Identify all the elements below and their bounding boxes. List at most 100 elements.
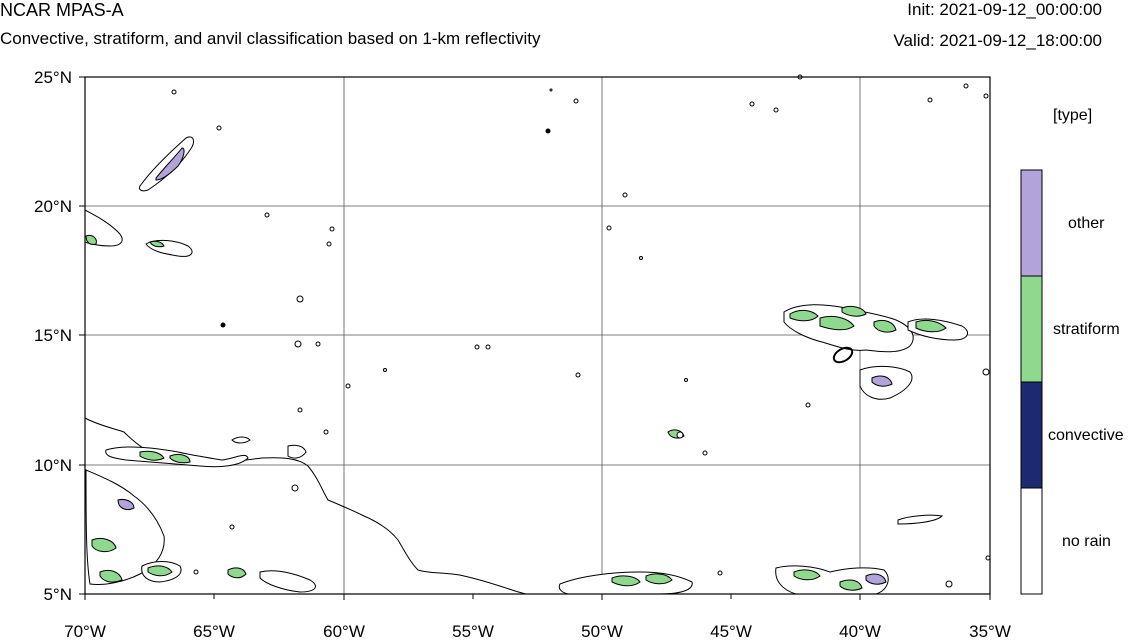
- legend-swatch-no-rain: [1020, 487, 1043, 595]
- rain-cell-other: [117, 499, 135, 511]
- rain-dot: [383, 368, 387, 372]
- valid-value: 2021-09-12_18:00:00: [939, 31, 1102, 50]
- rain-cell-stratiform: [147, 565, 173, 577]
- rain-dot: [216, 125, 222, 131]
- rain-dot: [945, 580, 953, 588]
- plot-description: Convective, stratiform, and anvil classi…: [0, 29, 541, 48]
- rain-cell-other: [865, 573, 887, 585]
- rain-dot: [345, 383, 351, 389]
- legend-swatch-other: [1020, 169, 1043, 277]
- rain-dot: [773, 107, 779, 113]
- rain-dot: [684, 378, 688, 382]
- rain-dot: [193, 569, 199, 575]
- rain-dot: [171, 89, 177, 95]
- rain-dot: [296, 295, 304, 303]
- rain-dot: [220, 322, 226, 328]
- rain-dot: [749, 101, 755, 107]
- lon-tick-label: 65°W: [193, 622, 235, 641]
- rain-dot: [315, 341, 321, 347]
- rain-dot: [229, 524, 235, 530]
- rain-dot: [717, 570, 723, 576]
- rain-dot: [702, 450, 708, 456]
- lat-tick-label: 20°N: [34, 197, 72, 216]
- valid-label: Valid:: [893, 31, 935, 50]
- rain-cell-ring: [832, 346, 854, 364]
- rain-dot: [927, 97, 933, 103]
- rain-cell-other: [139, 136, 194, 192]
- rain-dot: [639, 256, 643, 260]
- rain-cell-stratiform: [139, 450, 165, 461]
- rain-cell-stratiform: [645, 573, 673, 585]
- rain-dot: [264, 212, 270, 218]
- init-label: Init:: [907, 0, 935, 19]
- legend-title: [type]: [1053, 107, 1093, 124]
- rain-dot: [982, 368, 990, 376]
- tick-marks: [79, 76, 991, 600]
- rain-dot: [323, 429, 329, 435]
- legend-label-convective: convective: [1048, 427, 1124, 444]
- lon-tick-label: 40°W: [839, 622, 881, 641]
- rain-cell-stratiform: [841, 305, 867, 317]
- legend-swatch-convective: [1020, 381, 1043, 489]
- legend-colorbar: [1020, 169, 1043, 595]
- model-title: NCAR MPAS-A: [0, 0, 124, 20]
- island-outline: [231, 436, 251, 444]
- rain-cell-stratiform: [169, 453, 191, 464]
- rain-cell-stratiform: [839, 579, 863, 591]
- rain-dot: [291, 484, 299, 492]
- rain-cell-stratiform: [149, 240, 165, 248]
- init-time: Init: 2021-09-12_00:00:00: [907, 0, 1102, 20]
- rain-cell-stratiform: [227, 567, 247, 579]
- lon-tick-label: 55°W: [452, 622, 494, 641]
- legend-label-stratiform: stratiform: [1053, 321, 1120, 338]
- lat-tick-label: 25°N: [34, 68, 72, 87]
- rain-dot: [622, 192, 628, 198]
- lon-tick-label: 60°W: [323, 622, 365, 641]
- legend-label-no-rain: no rain: [1062, 533, 1111, 550]
- rain-dot: [676, 431, 684, 439]
- lat-tick-label: 5°N: [43, 585, 72, 604]
- lat-tick-label: 10°N: [34, 456, 72, 475]
- rain-dot: [297, 407, 303, 413]
- init-value: 2021-09-12_00:00:00: [939, 0, 1102, 19]
- lat-tick-label: 15°N: [34, 326, 72, 345]
- rain-cell-stratiform: [819, 315, 855, 331]
- lon-tick-label: 35°W: [969, 622, 1011, 641]
- rain-dot: [329, 226, 335, 232]
- rain-dot: [549, 88, 553, 92]
- rain-dot: [474, 344, 480, 350]
- rain-dot: [805, 402, 811, 408]
- lon-tick-label: 70°W: [64, 622, 106, 641]
- rain-cell-stratiform: [611, 575, 641, 587]
- rain-dot: [294, 340, 302, 348]
- lon-tick-label: 45°W: [710, 622, 752, 641]
- axis-labels: 70°W 65°W 60°W 55°W 50°W 45°W 40°W 35°W …: [34, 68, 1011, 641]
- legend-label-other: other: [1068, 215, 1105, 232]
- rain-dot: [963, 83, 969, 89]
- rain-cell-stratiform: [99, 569, 123, 583]
- rain-dot: [545, 128, 551, 134]
- small-rain-cells: [171, 74, 991, 588]
- lon-tick-label: 50°W: [581, 622, 623, 641]
- rain-cell-other: [871, 375, 893, 387]
- rain-cell-stratiform: [793, 569, 821, 581]
- island-outline: [84, 209, 123, 247]
- rain-dot: [983, 93, 989, 99]
- legend-swatch-stratiform: [1020, 275, 1043, 383]
- rain-dot: [573, 98, 579, 104]
- rain-cell-stratiform: [873, 319, 897, 333]
- rain-cell-stratiform: [259, 570, 316, 593]
- valid-time: Valid: 2021-09-12_18:00:00: [893, 31, 1102, 51]
- rain-cell-stratiform: [85, 235, 97, 245]
- rain-dot: [575, 372, 581, 378]
- rain-cell-stratiform: [897, 514, 944, 525]
- rain-dot: [326, 241, 332, 247]
- rain-cell-stratiform: [91, 537, 117, 553]
- rain-cell-stratiform: [789, 309, 819, 322]
- rain-dot: [606, 225, 612, 231]
- rain-dot: [485, 344, 491, 350]
- rain-cell-stratiform: [915, 319, 947, 333]
- rain-cells: [85, 136, 969, 595]
- rain-cell-stratiform: [287, 444, 307, 459]
